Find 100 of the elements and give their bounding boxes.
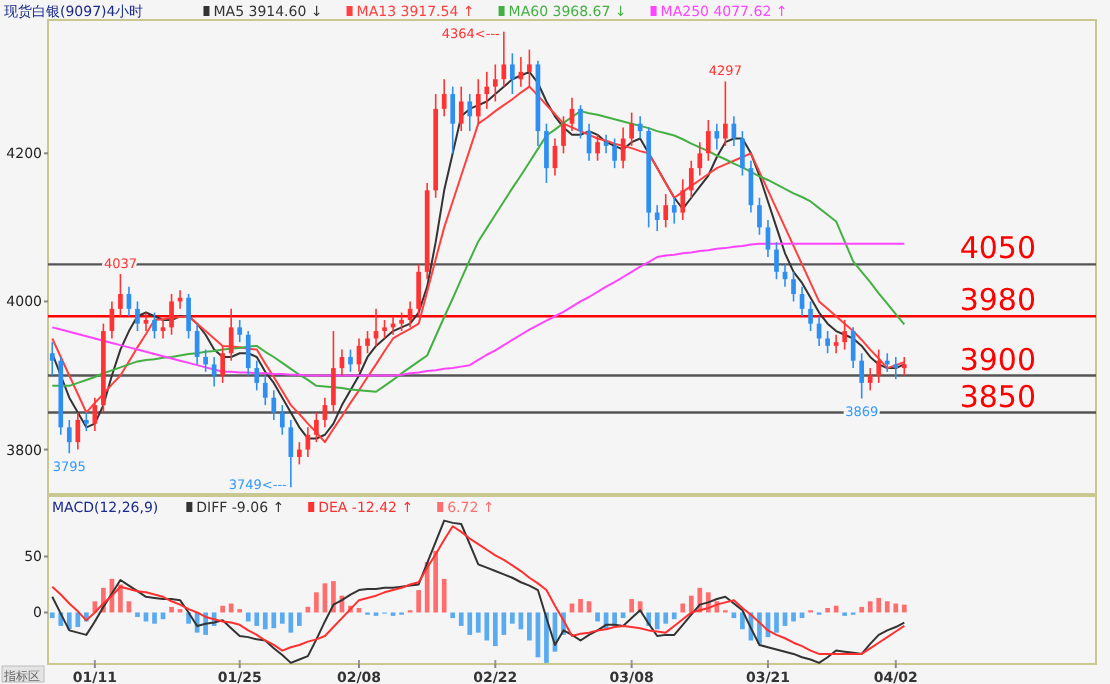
bar (859, 606, 865, 613)
candlestick (186, 293, 191, 340)
candlestick (475, 78, 481, 125)
candlestick (612, 137, 617, 169)
candlestick (75, 411, 81, 451)
ref-line-label: 3850 (959, 378, 1036, 415)
bar (654, 612, 660, 630)
candlestick (143, 311, 149, 332)
bar (152, 612, 157, 624)
candlestick (561, 115, 566, 155)
bar (75, 612, 81, 628)
bar (731, 612, 737, 619)
candlestick (297, 441, 302, 466)
candlestick (484, 71, 490, 110)
candlestick (578, 104, 583, 140)
bar (893, 603, 899, 613)
candlestick (671, 196, 677, 225)
bar (254, 612, 260, 626)
bar (510, 612, 515, 624)
candlestick (850, 326, 856, 369)
candlestick (595, 134, 600, 162)
candlestick (203, 348, 208, 373)
candlestick (774, 241, 779, 281)
bar (416, 590, 421, 613)
candlestick (842, 319, 847, 351)
bar (620, 612, 626, 619)
bar (595, 612, 600, 622)
candlestick (876, 348, 882, 384)
bar (578, 599, 583, 613)
candlestick (245, 330, 251, 377)
candlestick (791, 271, 796, 303)
candlestick (697, 141, 703, 177)
bar (774, 612, 779, 633)
candlestick (501, 31, 507, 88)
bar (220, 605, 226, 613)
candlestick (544, 122, 549, 184)
candlestick (714, 122, 720, 151)
bar (245, 612, 251, 622)
candlestick (152, 311, 157, 340)
bar (527, 612, 532, 641)
candlestick (705, 119, 711, 162)
bar (629, 599, 634, 613)
bar (169, 606, 174, 613)
candlestick (757, 196, 762, 236)
candlestick (118, 273, 123, 318)
candlestick (663, 193, 669, 229)
candlestick (271, 389, 277, 421)
bar (680, 603, 686, 613)
candlestick (135, 300, 140, 332)
candlestick (49, 341, 55, 377)
bar (288, 612, 294, 633)
candlestick (348, 348, 353, 373)
bar (433, 550, 439, 613)
candlestick (399, 311, 404, 332)
candlestick (211, 356, 217, 388)
bar (49, 612, 55, 619)
bar (66, 612, 72, 630)
candlestick (492, 63, 498, 103)
bar (901, 604, 907, 613)
bar (262, 612, 268, 630)
candlestick (654, 204, 660, 232)
bar (663, 612, 669, 624)
candlestick (279, 404, 285, 436)
candlestick (441, 78, 447, 118)
candlestick (603, 134, 609, 155)
candlestick (254, 359, 260, 392)
bar (314, 592, 319, 613)
candlestick (169, 293, 174, 336)
candlestick (382, 319, 387, 340)
bar (884, 601, 890, 613)
candlestick (288, 419, 294, 489)
candlestick (416, 263, 421, 318)
candlestick (901, 356, 907, 377)
bar (876, 597, 882, 613)
bar (799, 612, 805, 619)
bar (492, 612, 498, 647)
bar (688, 595, 694, 613)
bar (671, 612, 677, 620)
bar (484, 612, 490, 641)
bar (118, 584, 123, 613)
candlestick (220, 345, 226, 384)
candlestick (84, 411, 89, 432)
bar (441, 578, 447, 613)
candlestick (314, 411, 319, 443)
candlestick (458, 85, 464, 132)
candlestick (740, 130, 745, 177)
candlestick (688, 159, 694, 199)
candlestick (629, 111, 634, 147)
candlestick (723, 80, 728, 147)
candlestick (867, 367, 873, 392)
candlestick (262, 374, 268, 406)
bar (867, 601, 873, 613)
candlestick (825, 330, 830, 355)
bar (467, 612, 473, 635)
ref-line-label: 4050 (959, 230, 1036, 267)
bar (450, 612, 456, 619)
bar (297, 612, 302, 626)
candlestick (808, 300, 813, 332)
candlestick (365, 330, 370, 355)
candlestick (637, 115, 643, 140)
